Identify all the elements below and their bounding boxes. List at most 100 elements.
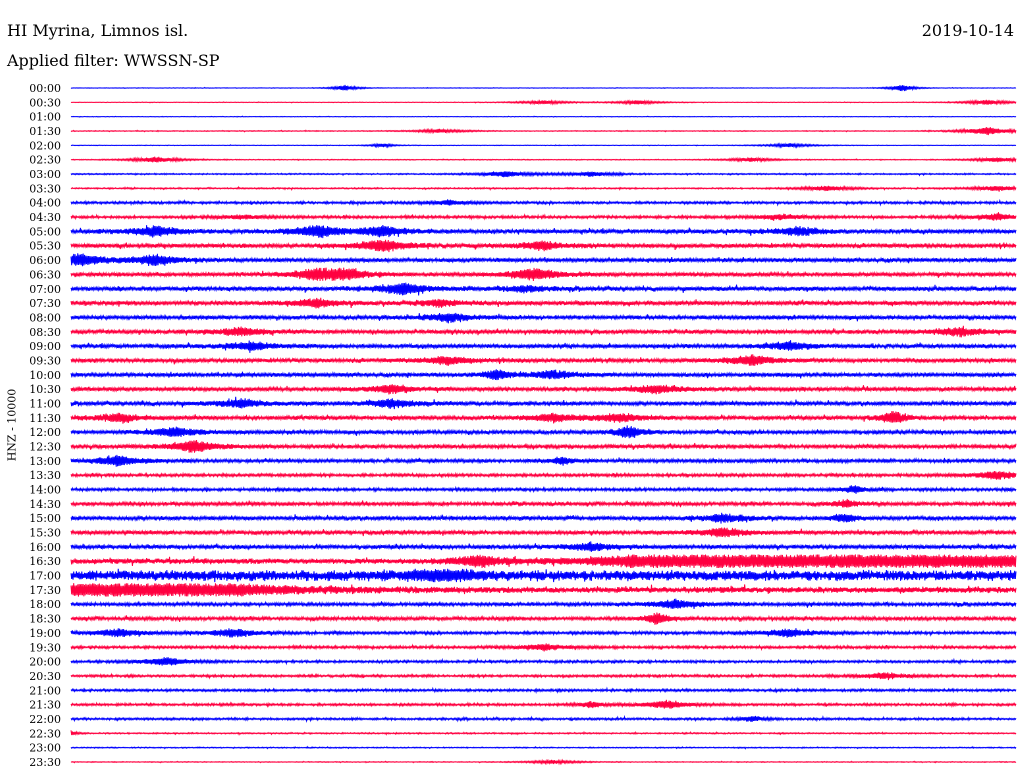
trace-line xyxy=(70,758,1017,766)
seismic-traces xyxy=(70,84,1017,766)
trace-line xyxy=(70,498,1017,508)
trace-line xyxy=(70,239,1017,253)
row-label: 08:30 xyxy=(29,326,61,339)
row-label: 02:00 xyxy=(29,139,61,152)
row-label: 09:30 xyxy=(29,354,61,367)
row-label: 05:30 xyxy=(29,240,61,253)
row-label: 17:00 xyxy=(29,570,61,583)
row-label: 13:00 xyxy=(29,455,61,468)
trace-line xyxy=(70,471,1017,480)
row-label: 14:00 xyxy=(29,484,61,497)
row-label: 10:30 xyxy=(29,383,61,396)
trace-line xyxy=(70,672,1017,681)
trace-line xyxy=(70,340,1017,353)
row-label: 07:30 xyxy=(29,297,61,310)
trace-line xyxy=(70,598,1017,609)
row-label: 20:30 xyxy=(29,670,61,683)
trace-line xyxy=(70,282,1017,296)
row-label: 06:00 xyxy=(29,254,61,267)
row-label: 21:30 xyxy=(29,699,61,712)
row-label: 21:00 xyxy=(29,684,61,697)
row-label: 12:30 xyxy=(29,441,61,454)
row-label: 11:00 xyxy=(29,397,61,410)
row-label: 22:30 xyxy=(29,727,61,740)
trace-line xyxy=(70,411,1017,424)
trace-line xyxy=(70,224,1017,239)
row-label: 11:30 xyxy=(29,412,61,425)
trace-line xyxy=(70,267,1017,282)
trace-line xyxy=(70,170,1017,178)
row-label: 04:00 xyxy=(29,197,61,210)
row-label: 19:00 xyxy=(29,627,61,640)
trace-line xyxy=(70,714,1017,724)
row-label: 10:00 xyxy=(29,369,61,382)
row-label: 23:00 xyxy=(29,742,61,755)
row-label: 18:30 xyxy=(29,613,61,626)
trace-line xyxy=(70,527,1017,538)
row-label: 20:00 xyxy=(29,656,61,669)
row-label: 15:30 xyxy=(29,527,61,540)
row-label: 18:00 xyxy=(29,598,61,611)
trace-line xyxy=(70,485,1017,494)
row-label: 01:00 xyxy=(29,111,61,124)
trace-line xyxy=(70,156,1017,164)
row-label: 13:30 xyxy=(29,469,61,482)
trace-line xyxy=(70,440,1017,453)
row-label: 05:00 xyxy=(29,225,61,238)
trace-line xyxy=(70,369,1017,381)
row-label: 06:30 xyxy=(29,268,61,281)
trace-line xyxy=(70,212,1017,221)
trace-line xyxy=(70,126,1017,136)
trace-line xyxy=(70,554,1017,569)
trace-line xyxy=(70,657,1017,666)
row-label: 15:00 xyxy=(29,512,61,525)
row-label: 00:00 xyxy=(29,82,61,95)
trace-line xyxy=(70,568,1017,583)
trace-line xyxy=(70,699,1017,709)
row-label: 17:30 xyxy=(29,584,61,597)
trace-line xyxy=(70,730,1017,736)
trace-line xyxy=(70,686,1017,694)
row-label: 16:00 xyxy=(29,541,61,554)
row-label: 07:00 xyxy=(29,283,61,296)
row-label: 22:00 xyxy=(29,713,61,726)
trace-line xyxy=(70,745,1017,750)
trace-line xyxy=(70,454,1017,467)
trace-line xyxy=(70,384,1017,395)
trace-line xyxy=(70,425,1017,439)
row-label: 09:00 xyxy=(29,340,61,353)
trace-line xyxy=(70,354,1017,366)
trace-line xyxy=(70,253,1017,267)
row-label: 01:30 xyxy=(29,125,61,138)
row-label: 03:00 xyxy=(29,168,61,181)
station-title: HI Myrina, Limnos isl. xyxy=(7,21,189,40)
row-label: 12:00 xyxy=(29,426,61,439)
trace-line xyxy=(70,98,1017,106)
trace-line xyxy=(70,583,1017,597)
row-label: 04:30 xyxy=(29,211,61,224)
row-label: 03:30 xyxy=(29,182,61,195)
trace-line xyxy=(70,198,1017,207)
row-label: 00:30 xyxy=(29,96,61,109)
row-label: 16:30 xyxy=(29,555,61,568)
trace-line xyxy=(70,628,1017,638)
record-date: 2019-10-14 xyxy=(921,21,1014,40)
trace-line xyxy=(70,325,1017,338)
row-label: 14:30 xyxy=(29,498,61,511)
trace-line xyxy=(70,142,1017,149)
trace-line xyxy=(70,612,1017,625)
trace-line xyxy=(70,541,1017,552)
trace-line xyxy=(70,512,1017,524)
trace-line xyxy=(70,297,1017,309)
row-label: 08:00 xyxy=(29,311,61,324)
trace-line xyxy=(70,396,1017,410)
trace-line xyxy=(70,184,1017,192)
trace-line xyxy=(70,84,1017,92)
trace-line xyxy=(70,312,1017,324)
row-label: 02:30 xyxy=(29,154,61,167)
row-label: 19:30 xyxy=(29,641,61,654)
trace-line xyxy=(70,643,1017,652)
row-label: 23:30 xyxy=(29,756,61,769)
